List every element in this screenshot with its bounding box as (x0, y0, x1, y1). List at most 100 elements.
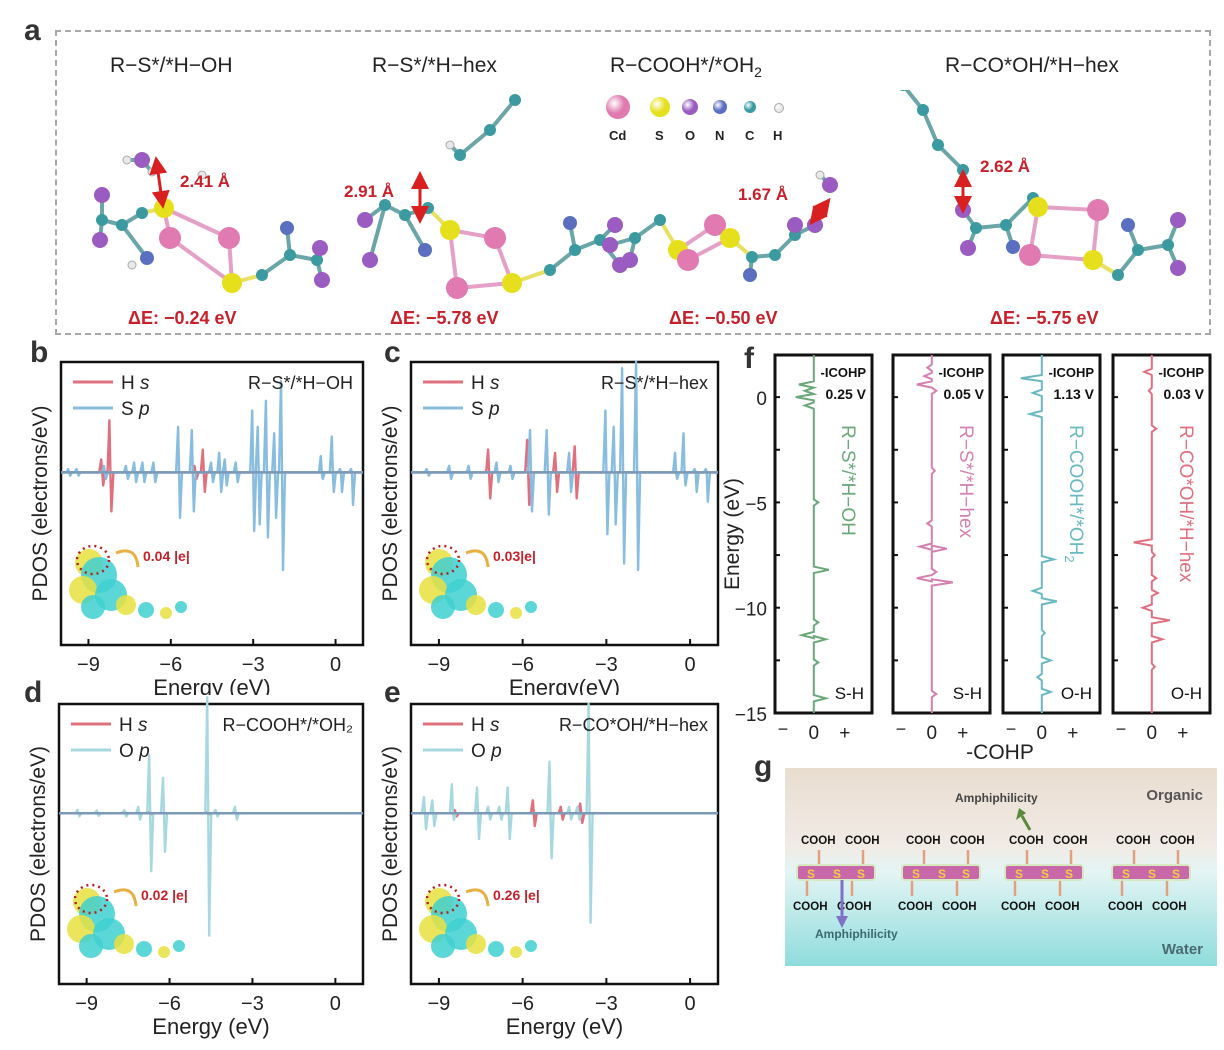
atom-c (1162, 239, 1174, 251)
bond (368, 204, 387, 261)
plot-title: R−COOH*/*OH₂ (222, 715, 353, 735)
icohp-label: -ICOHP (939, 365, 985, 380)
subplot-system-name: R−COOH*/*OH2 (1062, 425, 1086, 563)
cohp-subplot-3: -ICOHP 1.13 V R−COOH*/*OH2 O-H − 0 + (1001, 353, 1102, 744)
system-name-text: R−CO*OH/*H−hex (1175, 425, 1196, 583)
sulfur-label: S (1122, 867, 1130, 881)
density-lobe (175, 601, 187, 613)
atom-s (222, 273, 242, 293)
structure-title-2: R−S*/*H−hex (372, 54, 497, 77)
atom-c (256, 269, 268, 281)
backbone-bar (901, 864, 981, 881)
structure-title-3-sub: 2 (754, 64, 762, 81)
bond-label: O-H (1061, 684, 1092, 703)
x-axis-label: Energy (eV) (506, 1014, 623, 1039)
molecule-3 (602, 170, 838, 282)
atom-n (1121, 218, 1135, 232)
atom-n (418, 243, 432, 257)
density-lobe (466, 595, 486, 615)
y-axis-label: PDOS (electrons/eV) (29, 405, 52, 601)
bond (458, 128, 492, 157)
sulfur-label: S (1065, 867, 1073, 881)
legend-orbital: p (490, 741, 502, 762)
atom-o (357, 212, 373, 228)
icohp-label: -ICOHP (1049, 365, 1095, 380)
panel-label-a: a (24, 14, 41, 47)
x-tick-zero: 0 (1037, 723, 1048, 744)
charge-density-inset (419, 544, 537, 619)
organic-phase-label: Organic (1146, 787, 1203, 804)
atom-c (1132, 244, 1144, 256)
x-tick-minus: − (778, 719, 789, 739)
atom-o (807, 217, 823, 233)
up-arrow-shaft (1020, 815, 1032, 831)
bond (1004, 196, 1035, 227)
legend-element: H (471, 715, 490, 736)
delta-e-2: ΔE: −5.78 eV (390, 308, 499, 328)
y-axis-label: Energy (eV) (721, 478, 744, 590)
panel-label-d: d (24, 676, 43, 709)
x-tick-zero: 0 (927, 723, 938, 744)
legend-orbital: p (138, 399, 150, 420)
density-lobe (488, 602, 504, 618)
delta-e-1: ΔE: −0.24 eV (128, 308, 237, 328)
cooh-label: COOH (1045, 901, 1080, 913)
density-lobe (173, 940, 185, 952)
bond-label: S-H (953, 684, 982, 703)
highlight-circle (425, 544, 461, 576)
legend-label-s: S p (471, 399, 500, 420)
density-lobe (525, 940, 537, 952)
atom-h (127, 260, 137, 270)
panel-label-e: e (384, 676, 401, 709)
plot-title: R−S*/*H−hex (601, 373, 708, 393)
atom-legend-label-o: O (685, 128, 696, 143)
x-tick-label: 0 (330, 654, 341, 676)
backbone-bar (1004, 864, 1084, 881)
x-tick-minus: − (1006, 719, 1017, 739)
plot-title: R−S*/*H−OH (248, 373, 353, 393)
molecule-structures (92, 90, 1186, 299)
icohp-value: 0.25 V (826, 386, 867, 402)
sulfur-label: S (1172, 867, 1180, 881)
plot-frame (57, 702, 365, 986)
atom-cd (484, 227, 506, 249)
atom-c (746, 251, 758, 263)
atom-c (116, 219, 128, 231)
density-lobe (525, 601, 537, 613)
bond-label: S-H (835, 684, 864, 703)
atom-c (957, 164, 969, 176)
y-tick-label: −15 (735, 705, 767, 726)
subplot-system-name: R−S*/*H−OH (837, 425, 858, 536)
interface-schematic-drawing: Organic Water Amphiphilicity Amphiphilicity… (793, 787, 1203, 958)
legend-element: O (119, 741, 139, 762)
legend-orbital: s (140, 373, 150, 394)
x-tick-label: −9 (77, 654, 100, 676)
bond (163, 206, 230, 240)
atom-n (140, 251, 154, 265)
atom-legend-ball-s (650, 97, 670, 117)
atom-o (622, 252, 638, 268)
highlight-circle (73, 883, 109, 915)
atom-s (1083, 250, 1103, 270)
atom-o (960, 240, 976, 256)
atom-o (94, 187, 110, 203)
atom-cd (704, 214, 726, 236)
cooh-label: COOH (1001, 901, 1036, 913)
atom-o (134, 152, 150, 168)
subplot-frame (773, 353, 874, 715)
subplot-system-name: R−CO*OH/*H−hex (1175, 425, 1196, 583)
highlight-circle (75, 544, 111, 576)
x-tick-label: −9 (428, 654, 451, 676)
plot-frame (409, 360, 720, 647)
cohp-curve (915, 355, 953, 713)
cohp-chart-f: 0 −5 −10 −15 Energy (eV) -COHP -ICOHP 0.25 V R−S… (721, 353, 1212, 764)
density-lobe (116, 595, 136, 615)
cooh-label: COOH (1108, 901, 1143, 913)
density-lobe (138, 602, 154, 618)
atom-h (197, 170, 207, 180)
atom-c (311, 254, 323, 266)
plot-frame (409, 702, 720, 986)
system-name-text: R−S*/*H−OH (837, 425, 858, 536)
bond (168, 236, 234, 285)
delta-e-3: ΔE: −0.50 eV (669, 308, 778, 328)
